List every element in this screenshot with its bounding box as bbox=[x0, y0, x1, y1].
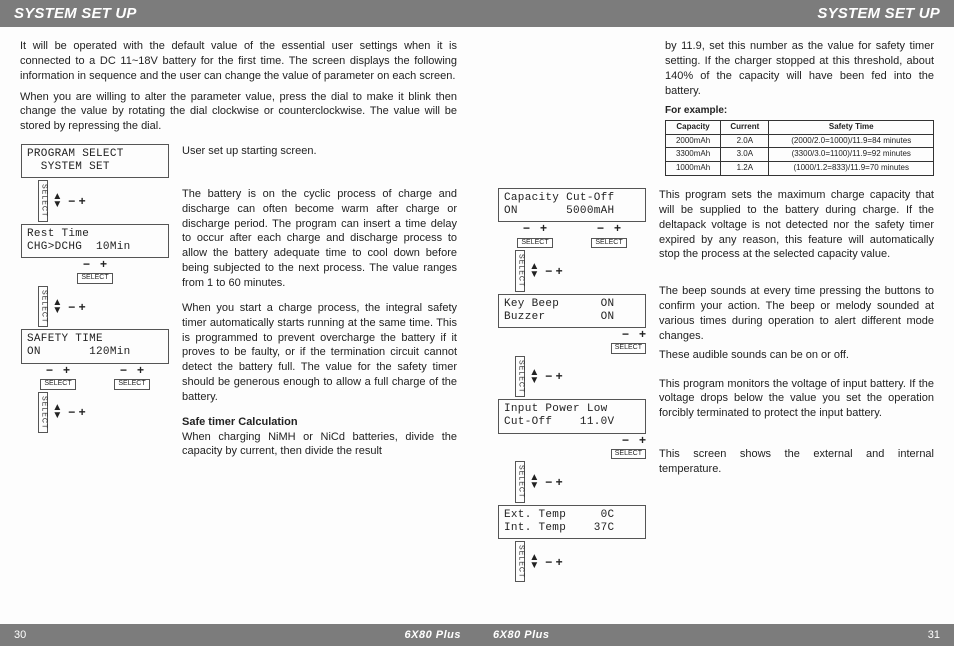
select-row-single: SELECT bbox=[498, 449, 646, 460]
right-content: by 11.9, set this number as the value fo… bbox=[477, 27, 954, 646]
desc-beep-2: These audible sounds can be on or off. bbox=[659, 348, 934, 363]
lcd-capacity-cutoff: Capacity Cut-Off ON 5000mAH bbox=[498, 188, 646, 222]
left-diagram-column: PROGRAM SELECT SYSTEM SET SELECT ▲▼ − + … bbox=[20, 144, 170, 469]
left-content: It will be operated with the default val… bbox=[0, 27, 477, 646]
plus-minus-icon: − + bbox=[543, 554, 562, 570]
plus-minus-icon: − + bbox=[66, 299, 85, 315]
desc-safety-timer: When you start a charge process, the int… bbox=[182, 301, 457, 405]
left-intro: It will be operated with the default val… bbox=[20, 39, 457, 134]
plus-minus-icon: − + bbox=[66, 193, 85, 209]
connector-r3: SELECT ▲▼ − + bbox=[497, 461, 563, 502]
left-body-row: PROGRAM SELECT SYSTEM SET SELECT ▲▼ − + … bbox=[20, 144, 457, 469]
plus-minus-icon: − + bbox=[543, 263, 562, 279]
select-row-single: SELECT bbox=[21, 273, 169, 284]
connector-2: SELECT ▲▼ − + bbox=[20, 286, 86, 327]
desc-beep: The beep sounds at every time pressing t… bbox=[659, 284, 934, 343]
select-label: SELECT bbox=[114, 379, 149, 390]
select-vertical-label: SELECT bbox=[515, 541, 525, 582]
calc-heading: Safe timer Calculation bbox=[182, 416, 298, 428]
right-body-row: Capacity Cut-Off ON 5000mAH − +− + SELEC… bbox=[497, 188, 934, 584]
select-label: SELECT bbox=[40, 379, 75, 390]
select-row-dual: SELECT SELECT bbox=[498, 238, 646, 249]
right-text-column: This program sets the maximum charge cap… bbox=[659, 188, 934, 584]
example-label: For example: bbox=[665, 104, 934, 118]
select-label: SELECT bbox=[517, 238, 552, 249]
pm-row-single: − + bbox=[498, 432, 646, 448]
desc-rest-time: The battery is on the cyclic process of … bbox=[182, 187, 457, 291]
desc-input-power: This program monitors the voltage of inp… bbox=[659, 377, 934, 422]
left-page-number: 30 bbox=[0, 629, 26, 641]
calc-text: When charging NiMH or NiCd batteries, di… bbox=[182, 431, 457, 458]
select-label: SELECT bbox=[611, 449, 646, 460]
select-row-dual: SELECT SELECT bbox=[21, 379, 169, 390]
updown-arrows-icon: ▲▼ bbox=[52, 404, 62, 420]
select-vertical-label: SELECT bbox=[515, 356, 525, 397]
right-top-block: by 11.9, set this number as the value fo… bbox=[665, 39, 934, 176]
lcd-ext-int-temp: Ext. Temp 0C Int. Temp 37C bbox=[498, 505, 646, 539]
table-header-row: Capacity Current Safety Time bbox=[666, 120, 934, 134]
select-label: SELECT bbox=[591, 238, 626, 249]
updown-arrows-icon: ▲▼ bbox=[529, 263, 539, 279]
desc-temperature: This screen shows the external and inter… bbox=[659, 447, 934, 477]
lcd-program-select: PROGRAM SELECT SYSTEM SET bbox=[21, 144, 169, 178]
intro-paragraph-2: When you are willing to alter the parame… bbox=[20, 90, 457, 135]
page-spread: SYSTEM SET UP It will be operated with t… bbox=[0, 0, 954, 646]
plus-minus-icon: − + bbox=[543, 368, 562, 384]
lcd-safety-time: SAFETY TIME ON 120Min bbox=[21, 329, 169, 363]
select-vertical-label: SELECT bbox=[38, 392, 48, 433]
plus-minus-icon: − + bbox=[543, 474, 562, 490]
lcd-key-beep: Key Beep ON Buzzer ON bbox=[498, 294, 646, 328]
select-vertical-label: SELECT bbox=[515, 250, 525, 291]
updown-arrows-icon: ▲▼ bbox=[52, 299, 62, 315]
page-left: SYSTEM SET UP It will be operated with t… bbox=[0, 0, 477, 646]
updown-arrows-icon: ▲▼ bbox=[529, 474, 539, 490]
select-label: SELECT bbox=[77, 273, 112, 284]
safety-time-table: Capacity Current Safety Time 2000mAh 2.0… bbox=[665, 120, 934, 176]
model-name-right: 6X80 Plus bbox=[477, 629, 549, 641]
updown-arrows-icon: ▲▼ bbox=[529, 369, 539, 385]
select-vertical-label: SELECT bbox=[515, 461, 525, 502]
left-footer: 30 6X80 Plus bbox=[0, 624, 477, 646]
connector-r2: SELECT ▲▼ − + bbox=[497, 356, 563, 397]
desc-capacity-cutoff: This program sets the maximum charge cap… bbox=[659, 188, 934, 262]
pm-row-dual: − +− + bbox=[21, 362, 169, 378]
intro-paragraph-1: It will be operated with the default val… bbox=[20, 39, 457, 84]
connector-3: SELECT ▲▼ − + bbox=[20, 392, 86, 433]
connector-r4: SELECT ▲▼ − + bbox=[497, 541, 563, 582]
page-right: SYSTEM SET UP by 11.9, set this number a… bbox=[477, 0, 954, 646]
pm-row-single: − + bbox=[21, 256, 169, 272]
connector-1: SELECT ▲▼ − + bbox=[20, 180, 86, 221]
table-row: 1000mAh 1.2A (1000/1.2=833)/11.9=70 minu… bbox=[666, 162, 934, 176]
select-label: SELECT bbox=[611, 343, 646, 354]
right-page-number: 31 bbox=[928, 629, 954, 641]
right-header: SYSTEM SET UP bbox=[477, 0, 954, 27]
calc-block: Safe timer Calculation When charging NiM… bbox=[182, 415, 457, 460]
plus-minus-icon: − + bbox=[66, 404, 85, 420]
lcd-input-power-low: Input Power Low Cut-Off 11.0V bbox=[498, 399, 646, 433]
left-header: SYSTEM SET UP bbox=[0, 0, 477, 27]
pm-row-single: − + bbox=[498, 326, 646, 342]
desc-start-screen: User set up starting screen. bbox=[182, 144, 457, 159]
updown-arrows-icon: ▲▼ bbox=[52, 193, 62, 209]
lcd-rest-time: Rest Time CHG>DCHG 10Min bbox=[21, 224, 169, 258]
left-text-column: User set up starting screen. The battery… bbox=[182, 144, 457, 469]
connector-r1: SELECT ▲▼ − + bbox=[497, 250, 563, 291]
select-row-single: SELECT bbox=[498, 343, 646, 354]
col-current: Current bbox=[721, 120, 769, 134]
select-vertical-label: SELECT bbox=[38, 180, 48, 221]
right-footer: 6X80 Plus 31 bbox=[477, 624, 954, 646]
right-diagram-column: Capacity Cut-Off ON 5000mAH − +− + SELEC… bbox=[497, 188, 647, 584]
top-continuation: by 11.9, set this number as the value fo… bbox=[665, 39, 934, 98]
pm-row-dual: − +− + bbox=[498, 220, 646, 236]
model-name-left: 6X80 Plus bbox=[405, 629, 477, 641]
select-vertical-label: SELECT bbox=[38, 286, 48, 327]
updown-arrows-icon: ▲▼ bbox=[529, 554, 539, 570]
col-safety-time: Safety Time bbox=[769, 120, 934, 134]
col-capacity: Capacity bbox=[666, 120, 721, 134]
table-row: 3300mAh 3.0A (3300/3.0=1100)/11.9=92 min… bbox=[666, 148, 934, 162]
table-row: 2000mAh 2.0A (2000/2.0=1000)/11.9=84 min… bbox=[666, 134, 934, 148]
